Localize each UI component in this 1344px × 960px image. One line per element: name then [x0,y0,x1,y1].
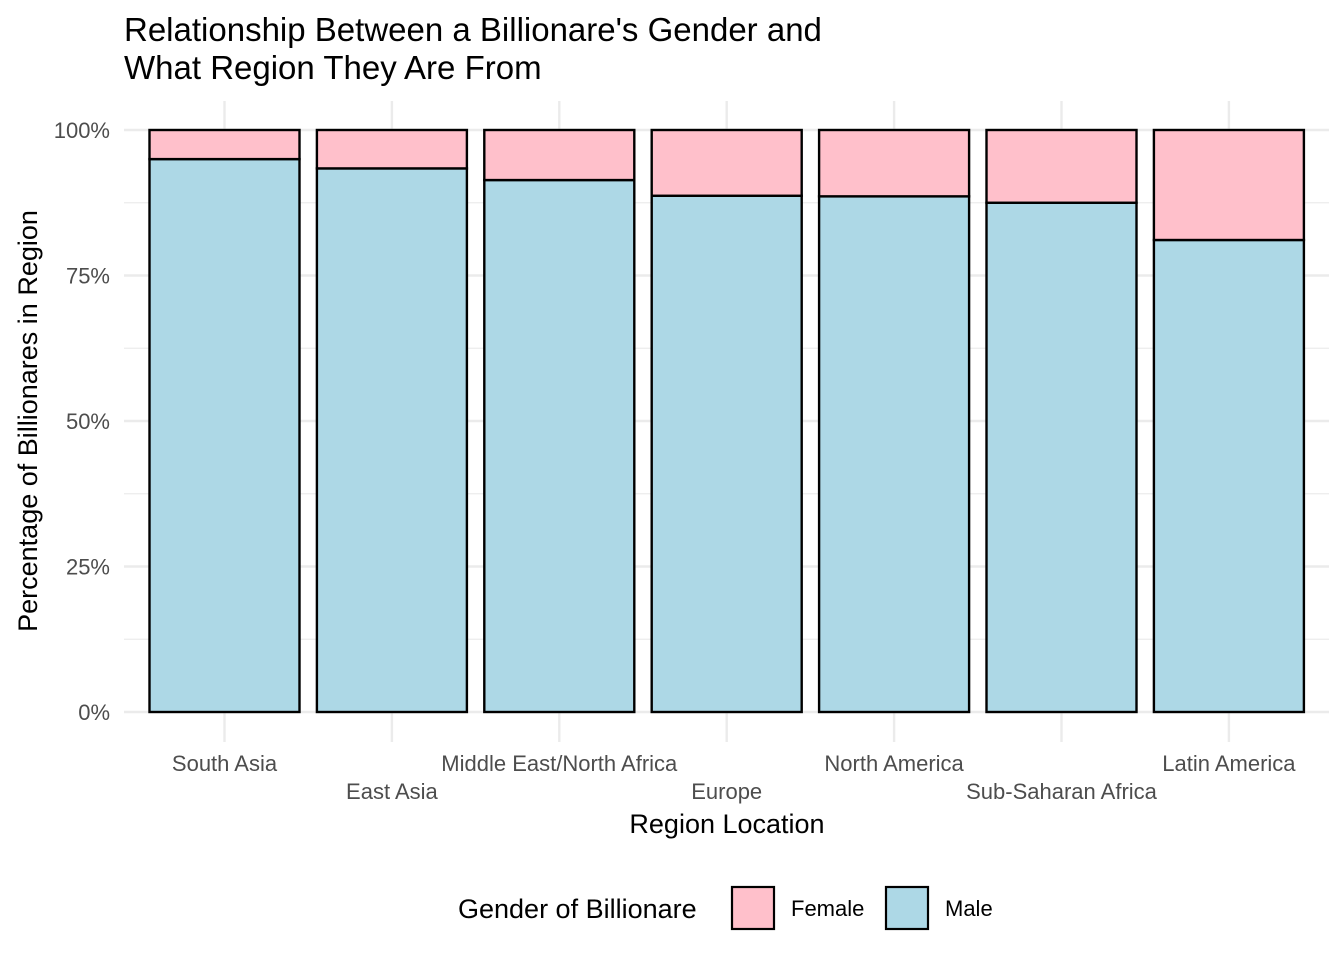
bar-female-1 [315,128,469,170]
y-tick-label-4: 100% [54,118,110,143]
x-axis-title: Region Location [629,809,824,839]
bar-male-4 [817,195,971,714]
bar-female-6 [1152,128,1306,242]
legend: Gender of Billionare Female Male [458,885,993,931]
chart-title-line-1: Relationship Between a Billionare's Gend… [124,11,822,48]
bar-female-5 [985,128,1138,204]
x-tick-label-0: South Asia [172,751,278,776]
x-tick-label-4: North America [824,751,964,776]
y-tick-label-2: 50% [66,409,110,434]
bar-female-0 [148,128,301,161]
bar-male-1 [315,167,469,714]
bar-male-6 [1152,238,1306,714]
y-axis-ticks: 0% 25% 50% 75% 100% [54,118,110,725]
bar-male-5 [985,201,1138,714]
x-tick-label-2: Middle East/North Africa [441,751,678,776]
legend-title: Gender of Billionare [458,894,697,924]
bar-female-2 [483,128,636,182]
legend-swatch-male [884,885,930,931]
bar-male-2 [483,178,636,714]
bar-female-4 [817,128,971,198]
legend-swatch-female [730,885,776,931]
x-tick-label-6: Latin America [1162,751,1296,776]
bars-group [148,128,1306,714]
y-tick-label-1: 25% [66,555,110,580]
y-axis-title: Percentage of Billionares in Region [13,210,43,632]
chart-title-line-2: What Region They Are From [124,49,542,86]
y-tick-label-3: 75% [66,264,110,289]
legend-label-female: Female [791,896,864,921]
y-tick-label-0: 0% [78,700,110,725]
bar-male-0 [148,157,301,714]
x-tick-label-3: Europe [691,779,762,804]
bar-female-3 [650,128,803,197]
bar-male-3 [650,194,803,714]
x-tick-label-5: Sub-Saharan Africa [966,779,1158,804]
x-tick-label-1: East Asia [346,779,438,804]
legend-label-male: Male [945,896,993,921]
